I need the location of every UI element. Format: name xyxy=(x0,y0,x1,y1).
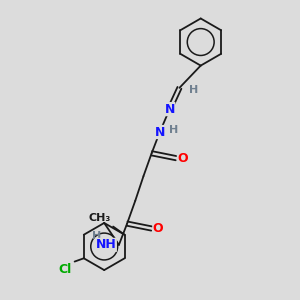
Text: N: N xyxy=(164,103,175,116)
Text: NH: NH xyxy=(96,238,116,251)
Text: N: N xyxy=(154,125,165,139)
Text: O: O xyxy=(177,152,188,165)
Text: H: H xyxy=(92,231,101,241)
Text: O: O xyxy=(153,222,164,235)
Text: H: H xyxy=(169,125,178,135)
Text: Cl: Cl xyxy=(58,263,71,276)
Text: CH₃: CH₃ xyxy=(88,213,110,223)
Text: H: H xyxy=(189,85,198,95)
